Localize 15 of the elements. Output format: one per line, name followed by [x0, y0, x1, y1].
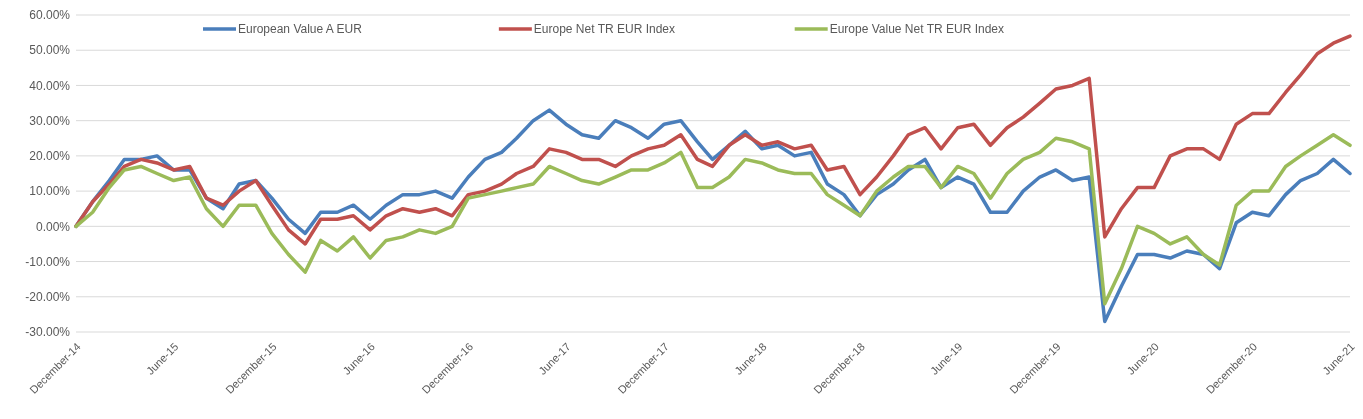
y-tick-label: 20.00%	[29, 149, 71, 164]
legend-label: Europe Value Net TR EUR Index	[829, 22, 1005, 37]
y-tick-label: 50.00%	[29, 43, 71, 58]
y-tick-label: -10.00%	[25, 254, 71, 269]
y-tick-label: -30.00%	[25, 325, 71, 340]
line-series	[74, 133, 1352, 306]
y-tick-label: -20.00%	[25, 289, 71, 304]
y-tick-label: 0.00%	[35, 219, 71, 234]
legend-label: Europe Net TR EUR Index	[533, 22, 676, 37]
y-tick-label: 30.00%	[29, 113, 71, 128]
line-series	[74, 34, 1352, 246]
y-tick-label: 60.00%	[29, 8, 71, 23]
legend-label: European Value A EUR	[238, 22, 363, 37]
y-tick-label: 10.00%	[29, 184, 71, 199]
y-tick-label: 40.00%	[29, 78, 71, 93]
